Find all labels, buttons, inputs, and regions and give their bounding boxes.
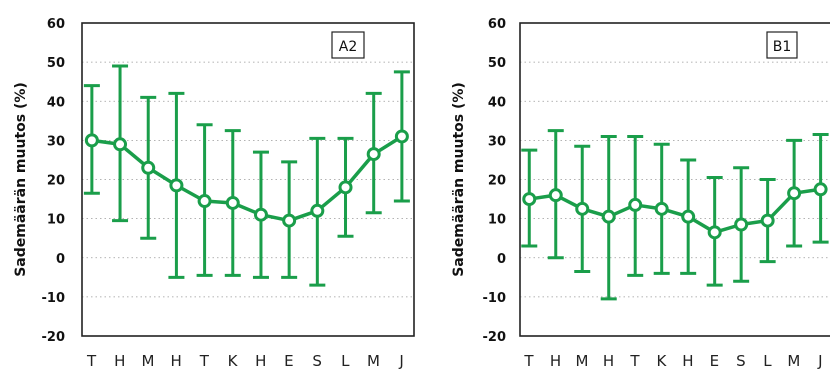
plot-frame <box>81 22 415 337</box>
x-tick-label: S <box>736 352 746 370</box>
y-tick-label: 20 <box>47 174 65 189</box>
x-tick-label: T <box>523 352 534 370</box>
data-point <box>366 147 381 162</box>
data-point <box>169 178 184 193</box>
data-point <box>654 201 669 216</box>
x-tick-label: L <box>763 352 772 370</box>
y-tick-label: -10 <box>483 291 507 306</box>
data-point <box>734 217 749 232</box>
x-tick-label: J <box>398 352 404 370</box>
data-point <box>253 207 268 222</box>
x-tick-label: K <box>228 352 239 370</box>
data-point <box>787 186 802 201</box>
data-point <box>548 188 563 203</box>
y-tick-label: 60 <box>47 17 65 32</box>
x-tick-label: L <box>341 352 350 370</box>
x-tick-label: H <box>114 352 126 370</box>
y-tick-label: 0 <box>56 252 65 267</box>
x-tick-label: T <box>629 352 640 370</box>
x-tick-label: K <box>657 352 668 370</box>
y-tick-label: 40 <box>488 95 506 110</box>
data-point <box>628 197 643 212</box>
x-tick-label: S <box>312 352 322 370</box>
data-point <box>575 201 590 216</box>
x-tick-label: M <box>367 352 380 370</box>
y-tick-label: -10 <box>42 291 66 306</box>
data-point <box>522 192 537 207</box>
y-tick-label: 60 <box>488 17 506 32</box>
data-point <box>141 160 156 175</box>
x-tick-label: H <box>682 352 694 370</box>
x-tick-label: H <box>171 352 183 370</box>
data-point <box>601 209 616 224</box>
data-point <box>282 213 297 228</box>
data-point <box>681 209 696 224</box>
x-tick-label: E <box>284 352 294 370</box>
x-tick-label: M <box>787 352 800 370</box>
x-tick-label: T <box>199 352 210 370</box>
y-axis-label: Sademäärän muutos (%) <box>13 82 29 277</box>
y-tick-label: 30 <box>488 134 506 149</box>
y-tick-label: 20 <box>488 174 506 189</box>
chart-panel-2: -20 -10 0 10 20 30 40 50 60 Sademäärän muutos (%)… <box>451 17 830 370</box>
series-group <box>83 64 410 287</box>
y-tick-label: 30 <box>47 134 65 149</box>
x-tick-label: M <box>142 352 155 370</box>
y-tick-label: 50 <box>488 56 506 71</box>
data-point <box>310 203 325 218</box>
y-tick-label: 40 <box>47 95 65 110</box>
data-point <box>113 137 128 152</box>
x-tick-label: E <box>710 352 720 370</box>
y-tick-label: 10 <box>47 213 65 228</box>
x-tick-label: H <box>603 352 615 370</box>
x-tick-label: M <box>576 352 589 370</box>
plot-frame <box>519 22 830 337</box>
panel-label-box <box>766 31 798 59</box>
series-group <box>521 129 829 301</box>
x-tick-label: H <box>550 352 562 370</box>
panel-label-box <box>331 31 365 59</box>
data-point <box>707 225 722 240</box>
chart-panel-1: -20 -10 0 10 20 30 40 50 60 Sademäärän muutos (%)… <box>13 17 415 370</box>
panel-label: B1 <box>773 39 792 55</box>
series-line <box>91 134 403 223</box>
y-tick-label: -20 <box>42 330 66 345</box>
data-point <box>197 194 212 209</box>
data-point <box>225 195 240 210</box>
x-tick-label: J <box>817 352 823 370</box>
y-tick-label: -20 <box>483 330 507 345</box>
x-tick-label: H <box>255 352 267 370</box>
panel-label: A2 <box>339 39 357 55</box>
y-tick-label: 10 <box>488 213 506 228</box>
series-line <box>529 187 821 235</box>
x-tick-label: T <box>86 352 97 370</box>
data-point <box>338 180 353 195</box>
y-tick-label: 50 <box>47 56 65 71</box>
data-point <box>394 129 409 144</box>
data-point <box>84 133 99 148</box>
data-point <box>760 213 775 228</box>
y-tick-label: 0 <box>497 252 506 267</box>
y-axis-label: Sademäärän muutos (%) <box>451 82 467 277</box>
data-point <box>813 182 828 197</box>
